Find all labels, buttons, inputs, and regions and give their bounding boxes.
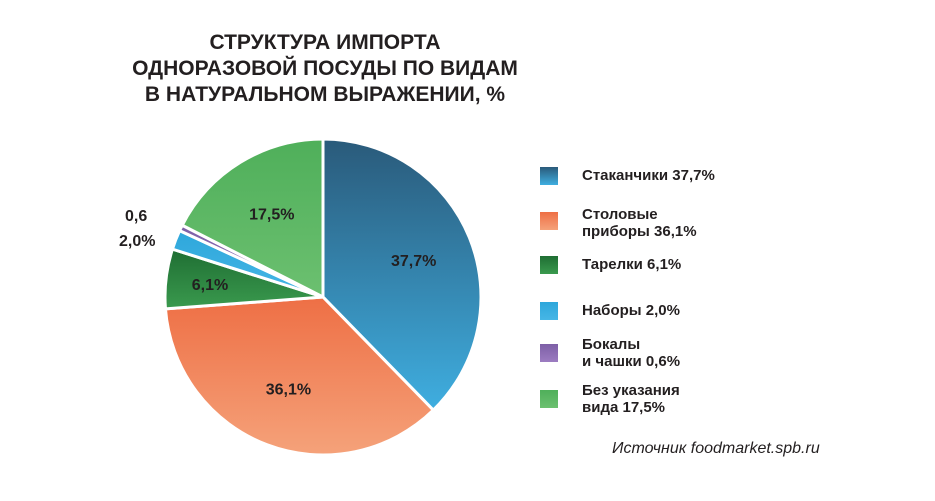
legend-item-cups: Стаканчики 37,7% [540,164,840,208]
legend-swatch-sets [540,302,558,320]
title-line-2: ОДНОРАЗОВОЙ ПОСУДЫ ПО ВИДАМ [132,57,518,80]
legend-swatch-cutlery [540,212,558,230]
legend-label-sets: Наборы 2,0% [582,302,680,319]
source-note: Источник foodmarket.spb.ru [612,440,820,457]
legend-swatch-plates [540,256,558,274]
legend-swatch-cups [540,167,558,185]
legend-label-cutlery: Столовые приборы 36,1% [582,206,697,240]
legend-item-glasses: Бокалы и чашки 0,6% [540,336,840,380]
legend-item-plates: Тарелки 6,1% [540,253,840,297]
slice-label-cups: 37,7% [391,253,436,270]
legend-label-unspecified: Без указания вида 17,5% [582,382,680,416]
legend-item-sets: Наборы 2,0% [540,300,840,344]
slice-label-cutlery: 36,1% [266,382,311,399]
pie-slice-unspecified [180,137,325,299]
legend-label-glasses: Бокалы и чашки 0,6% [582,336,681,370]
pie-labels: 37,7% 36,1% 6,1% 17,5% [192,207,437,399]
legend-label-cups: Стаканчики 37,7% [582,167,715,184]
slice-label-plates: 6,1% [192,277,228,294]
pie-slice-cups [321,137,483,412]
pie-slice-cutlery [163,295,435,457]
title-line-3: В НАТУРАЛЬНОМ ВЫРАЖЕНИИ, % [144,83,506,106]
legend-item-unspecified: Без указания вида 17,5% [540,382,840,426]
title-line-1: СТРУКТУРА ИМПОРТА [209,31,441,54]
legend-swatch-unspecified [540,390,558,408]
legend-item-cutlery: Столовые приборы 36,1% [540,206,840,250]
legend-label-plates: Тарелки 6,1% [582,256,682,273]
slice-label-sets: 2,0% [119,233,156,250]
pie-slices [163,137,483,457]
chart-title: СТРУКТУРА ИМПОРТА ОДНОРАЗОВОЙ ПОСУДЫ ПО … [110,30,540,108]
slice-label-unspecified: 17,5% [249,207,294,224]
slice-label-cups-and-glasses: 0,6 [125,208,148,225]
legend-swatch-glasses [540,344,558,362]
